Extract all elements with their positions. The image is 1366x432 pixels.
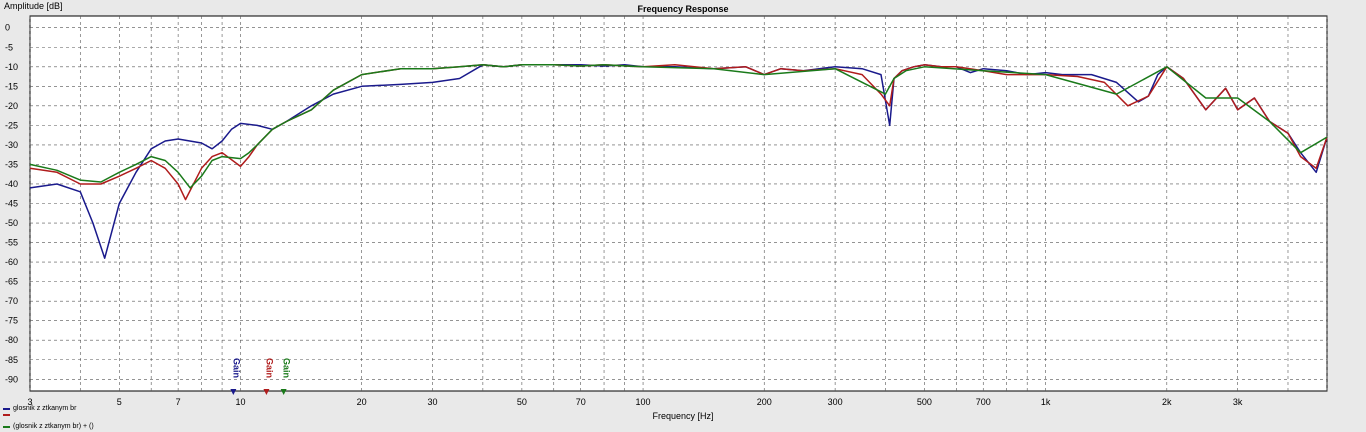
y-tick-label: -80 bbox=[5, 335, 18, 345]
y-tick-label: -20 bbox=[5, 101, 18, 111]
legend-label-2: (glosnik z ztkanym br) + () bbox=[13, 423, 94, 430]
y-tick-label: -55 bbox=[5, 238, 18, 248]
gain-marker-label-0: Gain bbox=[231, 358, 241, 378]
legend-swatch-1 bbox=[3, 414, 10, 416]
y-tick-label: -25 bbox=[5, 120, 18, 130]
x-tick-label: 70 bbox=[576, 397, 586, 407]
x-tick-label: 500 bbox=[917, 397, 932, 407]
x-tick-label: 3 bbox=[27, 397, 32, 407]
y-tick-label: -45 bbox=[5, 199, 18, 209]
gain-marker-1 bbox=[263, 389, 270, 395]
series-line-2 bbox=[29, 64, 1328, 189]
gain-marker-0 bbox=[230, 389, 237, 395]
y-axis-label: Amplitude [dB] bbox=[4, 1, 63, 11]
x-tick-label: 100 bbox=[636, 397, 651, 407]
x-tick-label: 20 bbox=[357, 397, 367, 407]
y-tick-label: -30 bbox=[5, 140, 18, 150]
y-tick-label: -60 bbox=[5, 257, 18, 267]
legend-swatch-2 bbox=[3, 425, 10, 428]
legend-entry-0: glosnik z ztkanym br bbox=[3, 405, 76, 412]
x-tick-label: 700 bbox=[976, 397, 991, 407]
chart-title: Frequency Response bbox=[637, 4, 729, 14]
y-tick-label: 0 bbox=[5, 23, 10, 33]
legend-label-0: glosnik z ztkanym br bbox=[13, 405, 77, 412]
x-axis-label: Frequency [Hz] bbox=[652, 411, 714, 421]
legend-entry-2: (glosnik z ztkanym br) + () bbox=[3, 423, 94, 430]
y-tick-label: -5 bbox=[5, 42, 13, 52]
y-tick-label: -50 bbox=[5, 218, 18, 228]
y-tick-label: -70 bbox=[5, 296, 18, 306]
x-tick-label: 10 bbox=[235, 397, 245, 407]
x-tick-label: 3k bbox=[1233, 397, 1243, 407]
y-tick-label: -40 bbox=[5, 179, 18, 189]
y-tick-label: -75 bbox=[5, 316, 18, 326]
x-tick-label: 300 bbox=[828, 397, 843, 407]
x-tick-label: 2k bbox=[1162, 397, 1172, 407]
gain-marker-2 bbox=[280, 389, 287, 395]
x-tick-label: 50 bbox=[517, 397, 527, 407]
legend-swatch-0 bbox=[3, 407, 10, 410]
x-tick-label: 200 bbox=[757, 397, 772, 407]
y-tick-label: -15 bbox=[5, 81, 18, 91]
y-tick-label: -85 bbox=[5, 355, 18, 365]
gain-marker-label-2: Gain bbox=[282, 358, 292, 378]
y-tick-label: -10 bbox=[5, 62, 18, 72]
y-tick-label: -90 bbox=[5, 374, 18, 384]
x-tick-label: 1k bbox=[1041, 397, 1051, 407]
y-tick-label: -35 bbox=[5, 159, 18, 169]
x-tick-label: 5 bbox=[117, 397, 122, 407]
x-tick-label: 7 bbox=[176, 397, 181, 407]
legend-entry-1 bbox=[3, 414, 13, 416]
x-tick-label: 30 bbox=[428, 397, 438, 407]
y-tick-label: -65 bbox=[5, 277, 18, 287]
gain-marker-label-1: Gain bbox=[264, 358, 274, 378]
